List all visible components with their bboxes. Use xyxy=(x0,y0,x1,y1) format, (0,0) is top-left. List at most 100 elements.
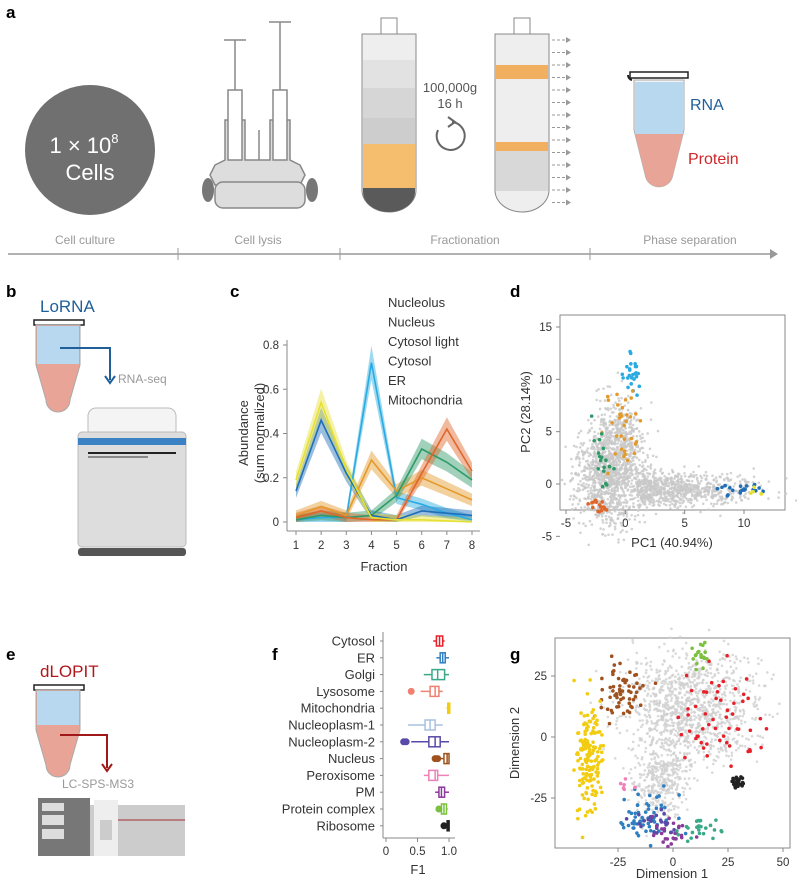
point-nucleus xyxy=(622,449,627,453)
background-point xyxy=(590,491,594,495)
background-point xyxy=(723,698,727,702)
background-point xyxy=(584,524,587,528)
background-point xyxy=(608,385,612,389)
background-point xyxy=(642,773,646,776)
background-point xyxy=(614,481,618,485)
background-point xyxy=(660,769,664,773)
background-point xyxy=(587,478,591,482)
background-point xyxy=(660,733,663,736)
background-point xyxy=(587,483,591,487)
background-point xyxy=(649,500,653,504)
background-point xyxy=(642,698,646,701)
x-tick-label: 0 xyxy=(383,846,389,858)
background-point xyxy=(752,704,756,708)
background-point xyxy=(636,492,640,496)
category-label: Cytosol xyxy=(332,634,375,649)
background-point xyxy=(692,670,696,674)
background-point xyxy=(649,801,652,804)
background-point xyxy=(641,432,644,436)
background-point xyxy=(703,731,707,734)
background-point xyxy=(631,435,635,438)
background-point xyxy=(593,418,596,422)
background-point xyxy=(564,445,567,449)
background-point xyxy=(646,732,649,735)
background-point xyxy=(626,476,630,480)
background-point xyxy=(628,455,631,458)
y-tick-label: 0 xyxy=(541,732,547,744)
background-point xyxy=(683,704,687,707)
background-point xyxy=(757,662,760,666)
background-point xyxy=(739,494,742,498)
background-point xyxy=(683,472,686,475)
x-tick-label: -25 xyxy=(610,857,627,869)
background-point xyxy=(681,702,684,706)
point-nucleolus xyxy=(633,371,638,376)
background-point xyxy=(677,491,680,494)
background-point xyxy=(703,486,707,490)
background-point xyxy=(702,490,706,494)
background-point xyxy=(603,451,606,454)
background-point xyxy=(674,754,678,757)
background-point xyxy=(674,681,678,684)
background-point xyxy=(570,472,573,475)
point-er xyxy=(621,825,626,830)
background-point xyxy=(593,494,596,497)
background-point xyxy=(643,713,647,717)
background-point xyxy=(585,467,589,470)
point-mitochondria xyxy=(595,750,600,754)
point-mitochondria xyxy=(593,713,597,718)
background-point xyxy=(582,485,586,488)
background-point xyxy=(667,809,670,813)
point-cytosol-light xyxy=(601,469,606,473)
background-point xyxy=(689,668,693,671)
background-point xyxy=(636,482,640,486)
background-point xyxy=(588,463,591,467)
background-point xyxy=(730,498,733,502)
background-point xyxy=(641,723,645,727)
background-point xyxy=(654,804,658,807)
background-point xyxy=(621,472,624,476)
point-mitochondria xyxy=(590,810,594,815)
background-point xyxy=(685,781,688,785)
background-point xyxy=(676,772,679,776)
background-point xyxy=(594,669,598,673)
background-point xyxy=(587,493,591,496)
background-point xyxy=(741,734,744,738)
background-point xyxy=(743,720,747,724)
background-point xyxy=(688,718,691,722)
background-point xyxy=(681,726,685,729)
background-point xyxy=(663,721,667,724)
background-point xyxy=(674,813,677,816)
point-er xyxy=(663,805,667,810)
point-cytosol xyxy=(686,713,690,717)
background-point xyxy=(742,494,746,498)
background-point xyxy=(676,698,679,702)
background-point xyxy=(618,670,622,674)
rna-label: RNA xyxy=(690,97,724,114)
background-point xyxy=(572,488,576,491)
dlopit-tube-icon xyxy=(33,684,85,778)
background-point xyxy=(723,657,727,661)
background-point xyxy=(733,482,737,485)
point-peroxisome xyxy=(618,781,623,786)
background-point xyxy=(649,790,653,794)
background-point xyxy=(613,459,617,462)
background-point xyxy=(604,407,607,410)
background-point xyxy=(657,784,661,788)
background-point xyxy=(656,800,659,804)
background-point xyxy=(667,744,671,747)
y-tick-label: 0 xyxy=(273,517,279,529)
point-nucleoplasm-2 xyxy=(639,824,643,829)
background-point xyxy=(678,763,682,767)
background-point xyxy=(576,502,580,506)
background-point xyxy=(584,459,588,463)
background-point xyxy=(672,721,676,725)
background-point xyxy=(676,775,679,779)
background-point xyxy=(618,407,622,411)
panel-a: 1 × 108 Cells 100,000g 16 h xyxy=(8,17,778,260)
background-point xyxy=(673,504,676,507)
background-point xyxy=(664,484,667,488)
point-mitochondria xyxy=(585,764,590,769)
background-point xyxy=(718,722,722,725)
background-point xyxy=(581,443,585,447)
